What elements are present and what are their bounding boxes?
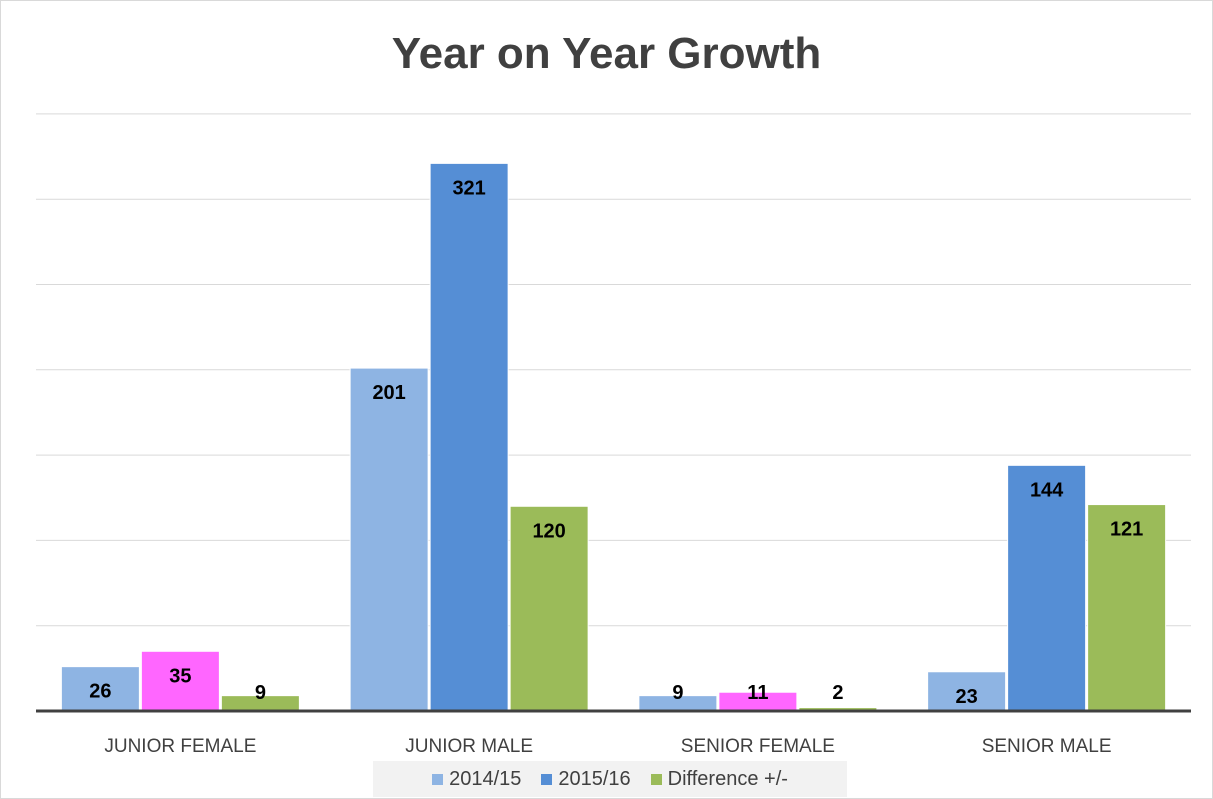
data-label: 9 xyxy=(672,682,683,704)
data-label: 35 xyxy=(169,665,191,687)
bar-1-0 xyxy=(140,650,220,712)
data-label: 23 xyxy=(956,686,978,708)
legend-label: Difference +/- xyxy=(667,767,788,790)
bar-1-1 xyxy=(429,162,509,712)
category-label: SENIOR MALE xyxy=(982,736,1112,757)
legend-swatch xyxy=(650,773,662,785)
legend: 2014/15 2015/16 Difference +/- xyxy=(373,761,847,797)
data-label: 321 xyxy=(452,177,485,199)
legend-swatch xyxy=(432,773,444,785)
data-label: 26 xyxy=(89,681,111,703)
bar-0-1 xyxy=(349,367,429,712)
category-label: JUNIOR MALE xyxy=(405,736,533,757)
legend-swatch xyxy=(541,773,553,785)
bar-1-3 xyxy=(1007,464,1087,712)
legend-item: 2014/15 xyxy=(432,768,521,791)
data-label: 201 xyxy=(372,382,405,404)
data-label: 11 xyxy=(747,682,768,704)
data-label: 120 xyxy=(532,520,565,542)
data-label: 2 xyxy=(832,682,843,704)
bar-2-1 xyxy=(509,505,589,712)
bar-0-0 xyxy=(60,666,140,712)
category-label: JUNIOR FEMALE xyxy=(104,736,256,757)
legend-label: 2014/15 xyxy=(449,767,522,790)
data-label: 144 xyxy=(1030,479,1064,501)
category-label: SENIOR FEMALE xyxy=(681,736,835,757)
legend-item: 2015/16 xyxy=(541,767,631,791)
data-label: 121 xyxy=(1110,519,1143,541)
legend-label: 2015/16 xyxy=(558,767,631,790)
chart-title: Year on Year Growth xyxy=(391,29,822,78)
bar-2-3 xyxy=(1087,504,1167,712)
legend-item: Difference +/- xyxy=(650,767,788,791)
data-label: 9 xyxy=(255,682,266,704)
